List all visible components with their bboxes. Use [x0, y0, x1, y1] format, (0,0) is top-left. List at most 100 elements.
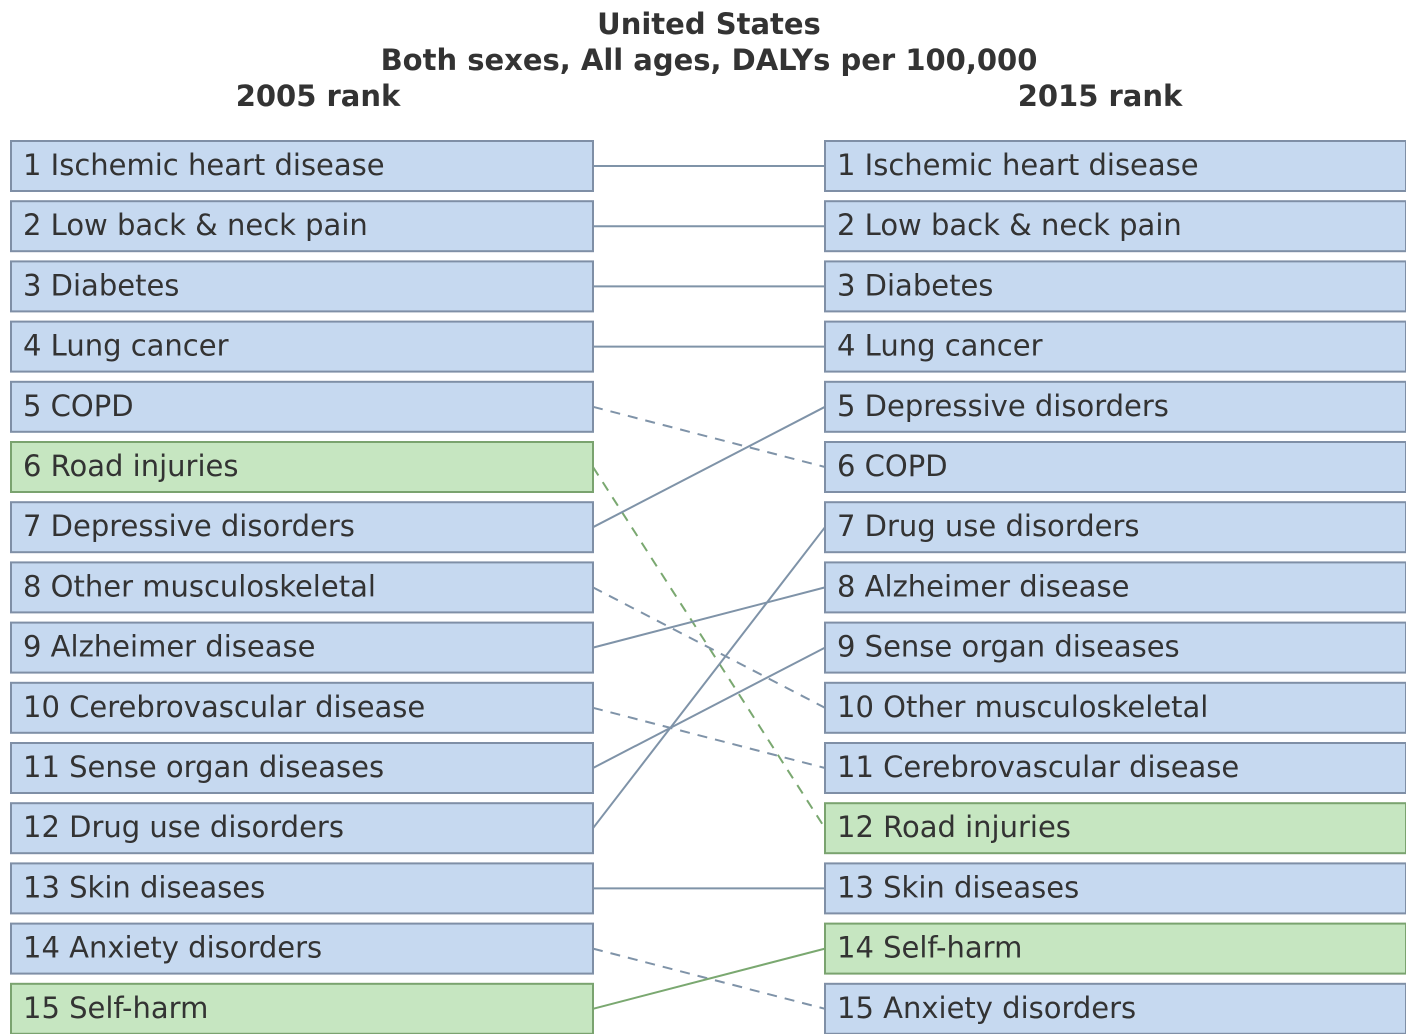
rank-number: 15 — [23, 991, 60, 1025]
cause-name: Self-harm — [883, 931, 1022, 965]
rank-box — [10, 982, 594, 1034]
rank-number: 10 — [837, 690, 874, 724]
rank-label: 15 Self-harm — [23, 991, 208, 1025]
boxes: 1 Ischemic heart disease 2 Low back & nec… — [10, 140, 1406, 1034]
rank-number: 5 — [837, 389, 855, 423]
cause-name: Alzheimer disease — [51, 630, 316, 664]
rank-box — [824, 140, 1406, 192]
rank-label: 3 Diabetes — [23, 268, 179, 302]
cause-name: Diabetes — [865, 268, 994, 302]
cause-name: Ischemic heart disease — [865, 148, 1199, 182]
rank-box — [824, 862, 1406, 915]
rank-label: 15 Anxiety disorders — [837, 991, 1136, 1025]
rank-number: 12 — [837, 810, 874, 844]
rank-box — [824, 200, 1406, 253]
rank-box — [824, 922, 1406, 975]
rank-label: 8 Alzheimer disease — [837, 569, 1129, 603]
rank-label: 7 Drug use disorders — [837, 509, 1140, 543]
rank-label: 8 Other musculoskeletal — [23, 569, 376, 603]
title: United States — [597, 7, 821, 41]
cause-name: Sense organ diseases — [69, 750, 384, 784]
rank-box — [10, 862, 594, 915]
cause-name: Road injuries — [51, 449, 239, 483]
cause-name: Other musculoskeletal — [51, 569, 376, 603]
rank-box — [10, 320, 594, 373]
rank-number: 9 — [23, 630, 41, 664]
rank-label: 4 Lung cancer — [837, 329, 1043, 363]
rank-label: 12 Drug use disorders — [23, 810, 344, 844]
rank-box — [10, 681, 594, 734]
subtitle: Both sexes, All ages, DALYs per 100,000 — [381, 43, 1038, 77]
rank-box — [824, 441, 1406, 493]
rank-label: 14 Anxiety disorders — [23, 931, 322, 965]
right-header: 2015 rank — [1018, 79, 1183, 113]
rank-label: 10 Cerebrovascular disease — [23, 690, 425, 724]
rank-label: 11 Sense organ diseases — [23, 750, 384, 784]
rank-number: 7 — [837, 509, 855, 543]
cause-name: Other musculoskeletal — [883, 690, 1208, 724]
cause-name: Sense organ diseases — [865, 630, 1180, 664]
rank-box — [824, 380, 1406, 433]
cause-name: Cerebrovascular disease — [883, 750, 1239, 784]
rank-label: 11 Cerebrovascular disease — [837, 750, 1239, 784]
cause-name: Lung cancer — [51, 329, 229, 363]
cause-name: COPD — [51, 389, 134, 423]
rank-number: 6 — [23, 449, 41, 483]
rank-box — [10, 200, 594, 253]
rank-number: 12 — [23, 810, 60, 844]
connector — [592, 646, 826, 769]
rank-number: 14 — [837, 931, 874, 965]
rank-number: 4 — [23, 329, 41, 363]
rank-box — [10, 501, 594, 554]
cause-name: COPD — [865, 449, 948, 483]
cause-name: Depressive disorders — [865, 389, 1169, 423]
rank-box — [10, 621, 594, 674]
rank-label: 4 Lung cancer — [23, 329, 229, 363]
rank-box — [10, 561, 594, 614]
rank-box — [10, 260, 594, 313]
rank-number: 8 — [23, 569, 41, 603]
rank-number: 11 — [23, 750, 60, 784]
rank-label: 2 Low back & neck pain — [23, 208, 368, 242]
cause-name: Low back & neck pain — [51, 208, 368, 242]
connector — [592, 586, 826, 709]
cause-name: Anxiety disorders — [883, 991, 1136, 1025]
rank-box — [10, 380, 594, 433]
cause-name: Depressive disorders — [51, 509, 355, 543]
rank-number: 13 — [23, 870, 60, 904]
rank-box — [10, 742, 594, 794]
connector — [592, 586, 826, 649]
rank-box — [824, 681, 1406, 734]
rank-number: 2 — [23, 208, 41, 242]
connections — [592, 165, 826, 1010]
rank-label: 13 Skin diseases — [837, 870, 1079, 904]
rank-number: 6 — [837, 449, 855, 483]
cause-name: Self-harm — [69, 991, 208, 1025]
connector — [592, 405, 826, 468]
connector — [592, 947, 826, 1010]
cause-name: Road injuries — [883, 810, 1071, 844]
connector — [592, 405, 826, 529]
rank-number: 10 — [23, 690, 60, 724]
rank-number: 7 — [23, 509, 41, 543]
cause-name: Ischemic heart disease — [51, 148, 385, 182]
rank-number: 8 — [837, 569, 855, 603]
rank-number: 1 — [23, 148, 41, 182]
rank-box — [10, 441, 594, 493]
rank-box — [10, 802, 594, 855]
rank-label: 12 Road injuries — [837, 810, 1071, 844]
rank-number: 3 — [837, 268, 855, 302]
cause-name: Skin diseases — [69, 870, 265, 904]
rank-box — [824, 260, 1406, 313]
rank-box — [10, 140, 594, 192]
rank-box — [824, 561, 1406, 614]
rank-label: 7 Depressive disorders — [23, 509, 355, 543]
rank-label: 2 Low back & neck pain — [837, 208, 1182, 242]
connector — [592, 526, 826, 829]
cause-name: Skin diseases — [883, 870, 1079, 904]
cause-name: Drug use disorders — [865, 509, 1140, 543]
rank-number: 11 — [837, 750, 874, 784]
rank-number: 14 — [23, 931, 60, 965]
rank-box — [824, 320, 1406, 373]
